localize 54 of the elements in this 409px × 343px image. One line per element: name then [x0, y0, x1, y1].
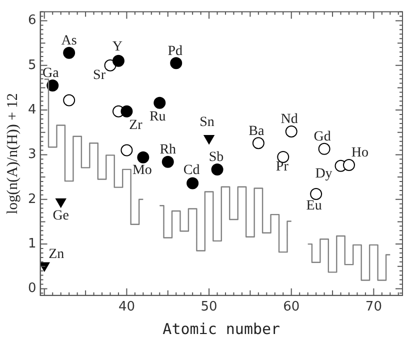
- point: [204, 134, 214, 144]
- point: [56, 198, 66, 208]
- annotation: Ru: [149, 110, 166, 125]
- point: [211, 163, 224, 176]
- point: [342, 158, 355, 171]
- annotation: Rh: [160, 142, 176, 158]
- y-tick-label: 1: [28, 236, 36, 252]
- annotation: Ba: [248, 124, 265, 139]
- point: [170, 57, 182, 70]
- annotation: Sr: [93, 68, 106, 84]
- x-tick-label: 70: [365, 300, 382, 315]
- annotation: Pd: [168, 44, 183, 59]
- annotation: Zn: [48, 247, 64, 262]
- point: [40, 262, 50, 272]
- annotation: Eu: [306, 198, 322, 214]
- point: [63, 46, 76, 59]
- annotation: Ga: [42, 66, 60, 82]
- y-tick-label: 0: [28, 281, 36, 296]
- x-tick-label: 60: [283, 300, 300, 315]
- annotation: Ho: [351, 146, 369, 161]
- x-tick-label: 40: [118, 300, 135, 315]
- y-tick-label: 6: [28, 13, 36, 28]
- point: [285, 125, 298, 138]
- annotation: Zr: [129, 118, 143, 134]
- x-tick-label: 50: [200, 300, 218, 315]
- point: [63, 94, 76, 106]
- point: [46, 79, 59, 92]
- annotation: Dy: [315, 166, 332, 182]
- annotation: Y: [112, 40, 123, 55]
- annotation: Sb: [208, 150, 224, 166]
- y-axis-title: log(n(A)/n(H)) + 12: [4, 93, 21, 214]
- point: [162, 156, 174, 168]
- point: [120, 105, 133, 118]
- annotation: Sn: [200, 114, 214, 130]
- y-tick-label: 3: [28, 147, 36, 162]
- y-tick-label: 2: [28, 192, 36, 207]
- point: [154, 96, 166, 109]
- annotation: Nd: [280, 112, 298, 128]
- annotation: Gd: [314, 130, 331, 145]
- point: [186, 177, 199, 190]
- annotation: As: [61, 34, 77, 49]
- point: [120, 144, 133, 156]
- annotation: Ge: [52, 208, 70, 224]
- point: [310, 188, 322, 200]
- annotation: Cd: [183, 162, 200, 178]
- annotation: Mo: [132, 163, 152, 178]
- point: [252, 137, 264, 150]
- y-tick-label: 4: [28, 102, 36, 118]
- point: [137, 151, 150, 164]
- point: [112, 54, 124, 67]
- point: [318, 142, 330, 155]
- y-tick-label: 5: [28, 58, 36, 73]
- annotation: Pr: [276, 160, 289, 175]
- x-axis-title: Atomic number: [162, 320, 280, 338]
